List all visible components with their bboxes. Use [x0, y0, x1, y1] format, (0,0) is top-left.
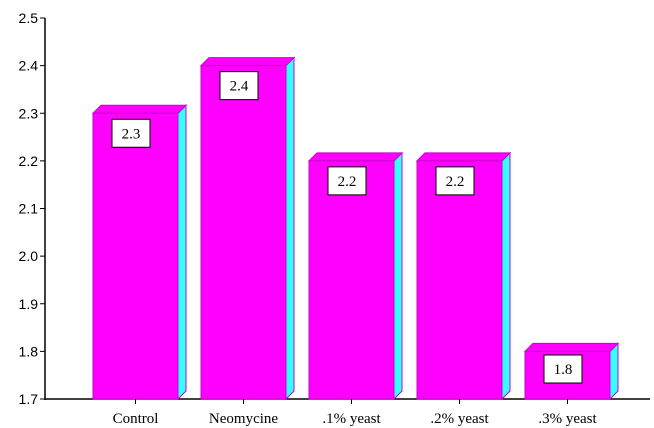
data-label-text: 2.4 — [230, 79, 249, 95]
bar-top-face — [523, 342, 620, 352]
y-tick-label: 2.0 — [19, 248, 39, 264]
data-label-box — [111, 118, 151, 148]
bar-front-face — [200, 65, 287, 400]
bar-side-face — [501, 151, 511, 401]
x-tick-label: .2% yeast — [430, 411, 489, 427]
y-tick-label: 2.4 — [19, 58, 39, 74]
bar-top-face — [199, 57, 296, 67]
data-label: 1.8 — [543, 354, 583, 384]
bar — [307, 151, 404, 401]
x-tick-labels: Control Neomycine .1% yeast .2% yeast .3% ye… — [113, 399, 597, 427]
bar — [199, 56, 296, 401]
bar-front-face — [308, 160, 395, 400]
data-label: 2.4 — [219, 71, 259, 101]
data-label: 2.3 — [111, 118, 151, 148]
bar-side-face — [285, 56, 295, 401]
y-tick-label: 2.3 — [19, 105, 39, 121]
data-labels: 2.3 2.4 2.2 2.2 1.8 — [111, 71, 583, 384]
data-label-box — [543, 354, 583, 384]
x-tick-label: Neomycine — [209, 411, 278, 427]
bar-side-face — [609, 342, 619, 401]
bar-front-face — [416, 160, 503, 400]
bar-side-face — [393, 151, 403, 401]
y-tick-label: 2.1 — [19, 201, 39, 217]
data-label-text: 1.8 — [554, 362, 573, 378]
bar-front-face — [92, 112, 179, 400]
data-label-box — [435, 166, 475, 196]
x-tick-label: Control — [113, 411, 159, 427]
y-tick-label: 1.9 — [19, 296, 39, 312]
data-label: 2.2 — [327, 166, 367, 196]
bar-top-face — [307, 152, 404, 162]
bar-side-face — [177, 104, 187, 401]
bar — [415, 151, 512, 401]
y-tick-label: 2.2 — [19, 153, 39, 169]
y-tick-label: 2.5 — [19, 10, 39, 26]
data-label-text: 2.2 — [338, 174, 357, 190]
data-label-box — [219, 71, 259, 101]
data-label-box — [327, 166, 367, 196]
bar — [91, 104, 188, 401]
y-tick-label: 1.8 — [19, 343, 39, 359]
x-tick-label: .3% yeast — [538, 411, 597, 427]
bar-top-face — [415, 152, 512, 162]
bars — [91, 56, 620, 401]
x-tick-label: .1% yeast — [322, 411, 381, 427]
data-label-text: 2.3 — [122, 126, 141, 142]
data-label: 2.2 — [435, 166, 475, 196]
y-tick-label: 1.7 — [19, 391, 39, 407]
data-label-text: 2.2 — [446, 174, 465, 190]
bar-top-face — [91, 104, 188, 114]
